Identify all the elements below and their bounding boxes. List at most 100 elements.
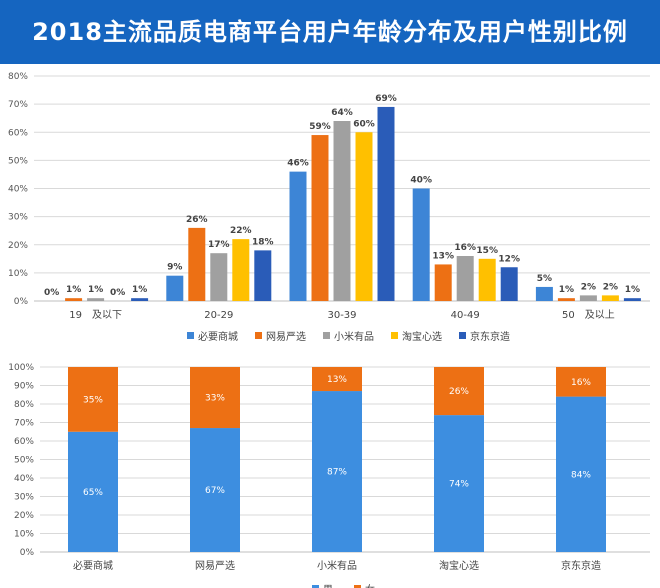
data-label: 35% (83, 395, 103, 405)
data-label: 59% (309, 122, 331, 132)
data-label: 17% (208, 240, 230, 250)
legend-label: 京东京造 (470, 330, 510, 343)
data-label: 22% (230, 226, 252, 236)
data-label: 46% (287, 159, 309, 169)
bar (210, 253, 228, 301)
bar-segment (190, 367, 240, 429)
data-label: 16% (454, 243, 476, 253)
title-banner: 2018主流品质电商平台用户年龄分布及用户性别比例 (0, 0, 660, 64)
legend-swatch (459, 332, 466, 339)
data-label: 1% (132, 285, 147, 295)
y-tick-label: 0% (20, 548, 35, 558)
y-tick-label: 80% (8, 72, 28, 82)
bar (579, 295, 597, 301)
bar (478, 258, 496, 301)
data-label: 74% (449, 480, 469, 490)
x-tick-label: 小米有品 (317, 559, 357, 572)
legend-swatch (312, 585, 319, 588)
data-label: 13% (327, 375, 347, 385)
bar (535, 286, 553, 301)
x-tick-label: 京东京造 (561, 559, 601, 572)
data-label: 84% (571, 470, 591, 480)
bar (333, 121, 351, 301)
data-label: 12% (498, 254, 520, 264)
data-label: 40% (410, 176, 432, 186)
data-label: 33% (205, 394, 225, 404)
y-tick-label: 0% (14, 297, 29, 307)
data-label: 1% (88, 285, 103, 295)
y-tick-label: 40% (14, 474, 34, 484)
data-label: 26% (449, 387, 469, 397)
bar-segment (556, 396, 606, 552)
data-label: 13% (432, 251, 454, 261)
y-tick-label: 30% (8, 213, 28, 223)
bar (87, 298, 105, 301)
y-tick-label: 80% (14, 400, 34, 410)
x-tick-label: 网易严选 (195, 559, 235, 572)
data-label: 9% (167, 263, 182, 273)
legend-swatch (323, 332, 330, 339)
y-tick-label: 100% (8, 363, 34, 373)
y-tick-label: 60% (14, 437, 34, 447)
data-label: 65% (83, 488, 103, 498)
legend-label: 小米有品 (334, 330, 374, 343)
x-tick-label: 必要商城 (73, 559, 113, 572)
age-distribution-chart: 0% 10% 20% 30% 40% 50% 60% 70% 80% 0% 1% 1% 0% 1% 19 及… (8, 72, 650, 343)
data-label: 69% (375, 94, 397, 104)
legend-label: 男 (323, 584, 333, 588)
bar (601, 295, 619, 301)
x-tick-label: 20-29 (204, 310, 233, 321)
bar (434, 264, 452, 301)
y-tick-label: 10% (14, 530, 34, 540)
y-tick-label: 60% (8, 128, 28, 138)
bar-segment (312, 391, 362, 552)
y-tick-label: 50% (8, 156, 28, 166)
data-label: 64% (331, 108, 353, 118)
bar-segment (190, 428, 240, 552)
data-label: 26% (186, 215, 208, 225)
data-label: 67% (205, 486, 225, 496)
bar (254, 250, 272, 301)
y-tick-label: 90% (14, 382, 34, 392)
bar-segment (556, 367, 606, 397)
data-label: 60% (353, 119, 375, 129)
bar (65, 298, 83, 301)
bar (456, 256, 474, 301)
bar-segment (68, 431, 118, 552)
bar (188, 227, 206, 301)
legend-swatch (187, 332, 194, 339)
y-tick-label: 40% (8, 185, 28, 195)
bar (311, 135, 329, 301)
bar-segment (434, 367, 484, 416)
data-label: 0% (44, 288, 59, 298)
y-tick-label: 70% (14, 419, 34, 429)
legend-swatch (354, 585, 361, 588)
data-label: 18% (252, 237, 274, 247)
bar-segment (312, 367, 362, 392)
bar (289, 171, 307, 301)
bar (412, 188, 430, 301)
legend-label: 女 (365, 583, 375, 588)
legend-swatch (255, 332, 262, 339)
x-tick-label: 40-49 (451, 310, 480, 321)
data-label: 1% (66, 285, 81, 295)
data-label: 15% (476, 246, 498, 256)
y-tick-label: 30% (14, 493, 34, 503)
x-tick-label: 30-39 (327, 310, 356, 321)
bar-segment (68, 367, 118, 432)
bar (166, 275, 184, 301)
x-tick-label: 19 及以下 (69, 309, 122, 321)
data-label: 16% (571, 378, 591, 388)
chart-title: 2018主流品质电商平台用户年龄分布及用户性别比例 (32, 18, 628, 46)
data-label: 1% (625, 285, 640, 295)
y-tick-label: 70% (8, 100, 28, 110)
x-tick-label: 淘宝心选 (439, 559, 479, 572)
data-label: 2% (603, 282, 618, 292)
bar-segment (434, 415, 484, 552)
y-tick-label: 20% (8, 241, 28, 251)
legend-label: 必要商城 (198, 330, 238, 343)
bar (377, 106, 395, 301)
bar (500, 267, 518, 301)
legend-label: 淘宝心选 (402, 330, 442, 343)
bar (623, 298, 641, 301)
